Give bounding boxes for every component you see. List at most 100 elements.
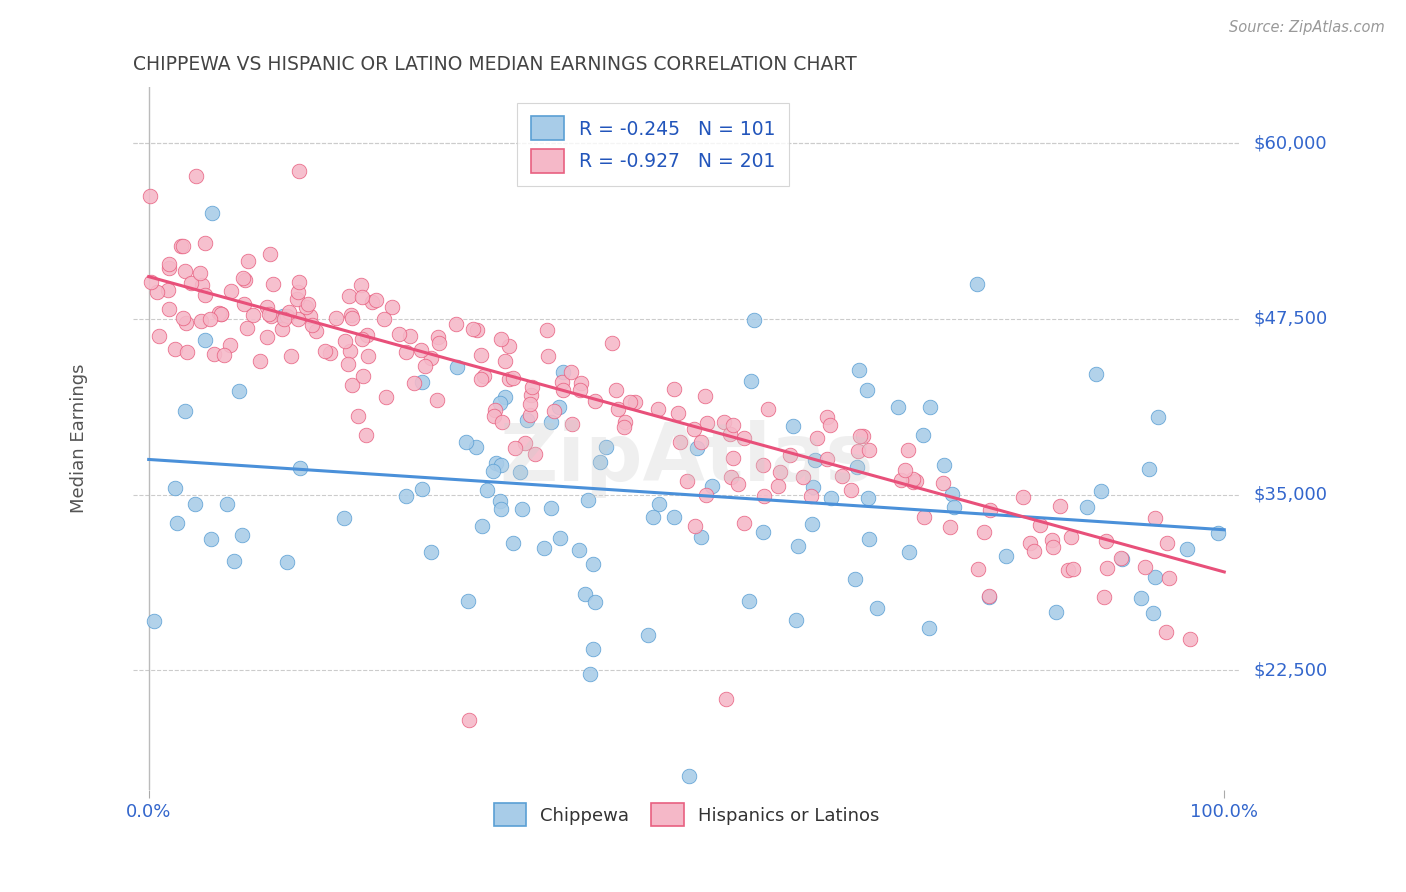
- Point: [561, 417, 583, 431]
- Point: [305, 325, 328, 339]
- Point: [897, 443, 920, 458]
- Point: [690, 530, 713, 544]
- Point: [1144, 511, 1167, 525]
- Point: [806, 432, 828, 446]
- Point: [540, 415, 562, 429]
- Point: [173, 403, 195, 417]
- Point: [290, 461, 312, 475]
- Point: [887, 401, 910, 415]
- Point: [419, 545, 441, 559]
- Point: [752, 458, 775, 472]
- Point: [494, 390, 516, 404]
- Point: [395, 489, 418, 503]
- Point: [856, 491, 879, 505]
- Point: [202, 347, 225, 361]
- Point: [1042, 540, 1064, 554]
- Point: [912, 510, 935, 524]
- Point: [157, 301, 180, 316]
- Point: [276, 555, 298, 569]
- Point: [1062, 562, 1084, 576]
- Point: [212, 348, 235, 362]
- Point: [581, 557, 603, 571]
- Point: [766, 479, 789, 493]
- Point: [498, 372, 520, 386]
- Point: [894, 462, 917, 476]
- Point: [470, 372, 492, 386]
- Point: [510, 501, 533, 516]
- Point: [335, 334, 357, 349]
- Point: [979, 591, 1001, 605]
- Point: [662, 382, 685, 396]
- Point: [901, 475, 924, 490]
- Point: [259, 247, 281, 261]
- Point: [174, 317, 197, 331]
- Point: [184, 169, 207, 183]
- Point: [143, 614, 166, 628]
- Point: [139, 189, 162, 203]
- Point: [718, 426, 741, 441]
- Text: $47,500: $47,500: [1254, 310, 1327, 328]
- Point: [890, 473, 912, 487]
- Point: [1137, 462, 1160, 476]
- Point: [425, 392, 447, 407]
- Point: [337, 288, 360, 302]
- Point: [256, 301, 278, 315]
- Point: [298, 310, 321, 324]
- Point: [769, 465, 792, 479]
- Point: [695, 488, 717, 502]
- Point: [415, 359, 437, 373]
- Point: [786, 539, 808, 553]
- Point: [482, 464, 505, 478]
- Point: [287, 311, 309, 326]
- Point: [696, 416, 718, 430]
- Point: [350, 332, 373, 346]
- Text: $22,500: $22,500: [1254, 661, 1327, 680]
- Point: [280, 349, 302, 363]
- Point: [815, 452, 838, 467]
- Point: [503, 441, 526, 455]
- Point: [342, 377, 364, 392]
- Point: [752, 490, 775, 504]
- Point: [733, 431, 755, 445]
- Point: [560, 365, 582, 379]
- Point: [278, 305, 301, 319]
- Point: [233, 272, 256, 286]
- Point: [932, 475, 955, 490]
- Point: [520, 380, 543, 394]
- Point: [595, 440, 617, 454]
- Point: [606, 401, 628, 416]
- Point: [1049, 500, 1071, 514]
- Point: [713, 415, 735, 429]
- Point: [721, 450, 744, 465]
- Point: [228, 384, 250, 398]
- Point: [470, 348, 492, 362]
- Point: [858, 442, 880, 457]
- Point: [523, 447, 546, 461]
- Point: [1143, 570, 1166, 584]
- Point: [548, 400, 571, 414]
- Point: [454, 434, 477, 449]
- Point: [260, 309, 283, 323]
- Point: [427, 336, 450, 351]
- Point: [489, 502, 512, 516]
- Point: [361, 295, 384, 310]
- Point: [395, 345, 418, 359]
- Point: [339, 343, 361, 358]
- Point: [818, 417, 841, 432]
- Point: [1040, 533, 1063, 547]
- Point: [1092, 590, 1115, 604]
- Point: [866, 600, 889, 615]
- Point: [494, 354, 516, 368]
- Point: [194, 288, 217, 302]
- Point: [402, 376, 425, 390]
- Point: [513, 435, 536, 450]
- Point: [174, 264, 197, 278]
- Point: [858, 532, 880, 546]
- Point: [318, 345, 340, 359]
- Point: [156, 283, 179, 297]
- Point: [287, 285, 309, 299]
- Point: [381, 300, 404, 314]
- Point: [800, 489, 823, 503]
- Point: [332, 511, 354, 525]
- Point: [231, 527, 253, 541]
